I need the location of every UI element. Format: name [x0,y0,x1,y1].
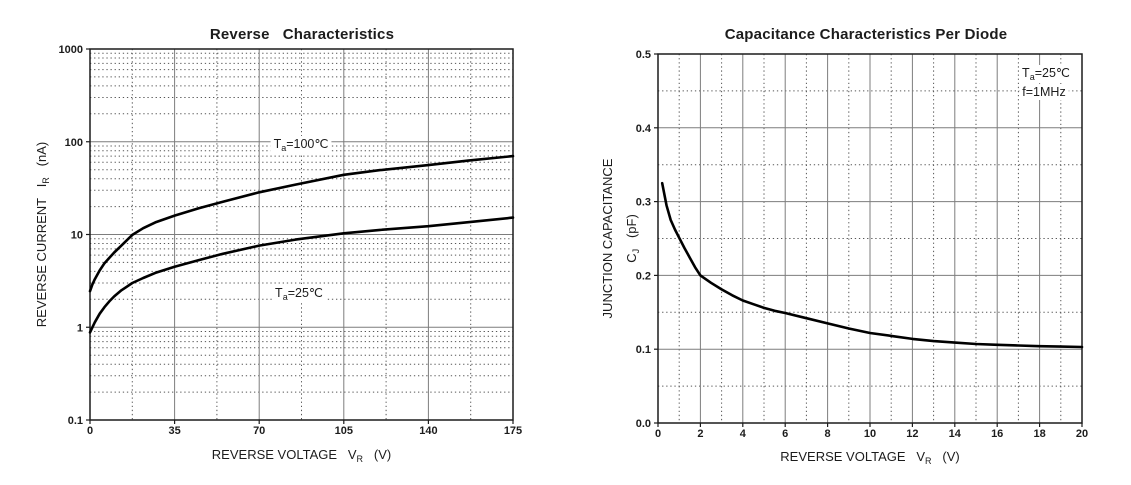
x-tick-label: 8 [825,428,831,440]
annotation-backdrop [272,285,326,303]
y-tick-label: 0.3 [636,197,651,209]
annotation-backdrop [1019,65,1073,83]
series-curve-Ta=100C [88,154,515,293]
x-tick-label: 12 [906,428,918,440]
x-tick-label: 4 [740,428,747,440]
y-axis-label: JUNCTION CAPACITANCE [600,158,615,318]
x-tick-label: 0 [655,428,661,440]
x-tick-label: 175 [504,425,522,437]
y-tick-label: 0.1 [636,344,651,356]
y-tick-label: 0.4 [636,123,652,135]
x-tick-label: 105 [335,425,353,437]
y-tick-label: 1000 [59,44,83,56]
y-tick-label: 1 [77,322,83,334]
y-tick-label: 10 [71,230,83,242]
y-axis-label: CJ (pF) [624,214,641,263]
series-curve-Ta=25C [88,216,515,334]
y-tick-label: 100 [65,137,83,149]
capacitance-characteristics-chart: 0 2 4 6 8 10 12 14 16 18 20 0.5 0.4 0.3 0.2 0.1 0.0 REVER… [600,49,1088,466]
y-tick-label: 0.2 [636,270,651,282]
x-tick-label: 14 [949,428,962,440]
x-tick-label: 6 [782,428,788,440]
x-tick-label: 18 [1033,428,1045,440]
x-tick-label: 10 [864,428,876,440]
y-tick-label: 0.1 [68,415,83,427]
x-tick-label: 2 [697,428,703,440]
reverse-characteristics-title: Reverse Characteristics [209,26,395,43]
condition-annotation: Ta=25℃ [275,286,323,302]
capacitance-characteristics-title: Capacitance Characteristics Per Diode [724,26,1008,43]
condition-annotation: f=1MHz [1022,85,1065,99]
x-axis-label: REVERSE VOLTAGE VR (V) [212,447,391,464]
x-tick-label: 16 [991,428,1003,440]
condition-annotation: Ta=25℃ [1022,66,1070,82]
annotation-backdrop [270,136,332,154]
x-tick-label: 70 [253,425,265,437]
x-axis-label: REVERSE VOLTAGE VR (V) [780,449,959,466]
y-axis-label: REVERSE CURRENT IR (nA) [34,142,51,327]
y-tick-label: 0.0 [636,418,651,430]
reverse-characteristics-chart: 0 35 70 105 140 175 1000 100 10 1 0.1 REVERSE VOLTA… [34,44,522,464]
series-curve-Ta=25C f=1MHz [660,181,1084,349]
annotation-backdrop [1019,84,1069,100]
x-tick-label: 0 [87,425,93,437]
y-tick-label: 0.5 [636,49,651,61]
x-tick-label: 20 [1076,428,1088,440]
x-tick-label: 35 [168,425,180,437]
x-tick-label: 140 [419,425,437,437]
condition-annotation: Ta=100℃ [274,137,329,153]
